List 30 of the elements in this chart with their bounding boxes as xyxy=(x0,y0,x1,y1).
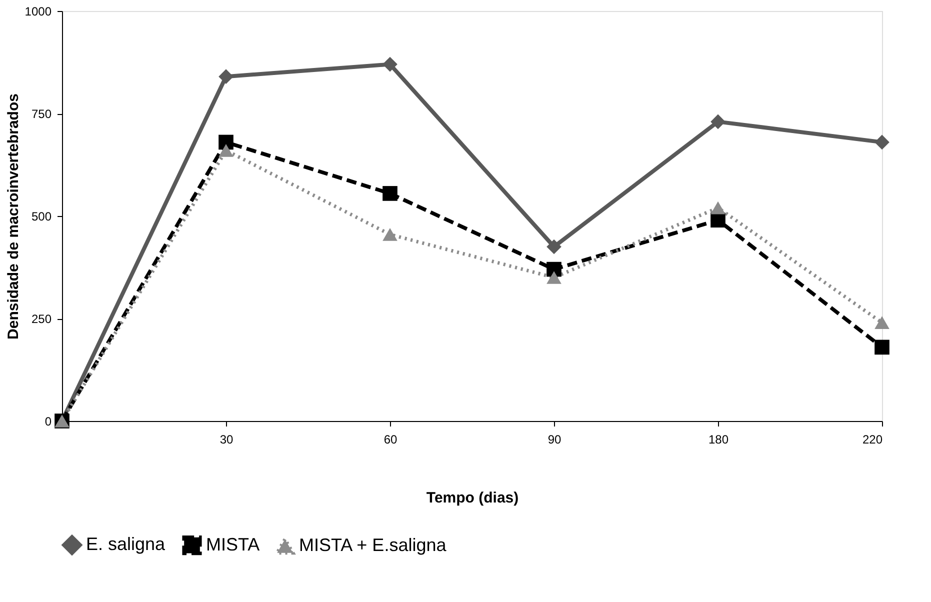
point xyxy=(874,340,890,355)
y-axis-title: Densidade de macroinvertebrados xyxy=(4,94,22,340)
y-tick-label: 1000 xyxy=(24,4,52,18)
point xyxy=(546,262,562,277)
x-tick-label: 30 xyxy=(220,432,234,446)
y-tick-label: 750 xyxy=(31,107,52,121)
point xyxy=(546,239,562,254)
y-tick-label: 0 xyxy=(44,414,52,428)
legend-label: MISTA + E.saligna xyxy=(299,535,448,556)
point xyxy=(382,56,398,72)
point xyxy=(710,201,726,214)
point xyxy=(710,212,726,228)
point xyxy=(218,144,234,157)
point xyxy=(710,114,726,130)
legend-label: MISTA xyxy=(206,534,260,554)
x-tick-label: 220 xyxy=(862,432,883,446)
point xyxy=(546,271,562,284)
point xyxy=(382,186,398,201)
legend-label: E. saligna xyxy=(86,534,166,554)
x-tick-label: 180 xyxy=(708,432,729,446)
point xyxy=(874,134,890,150)
x-axis-title: Tempo (dias) xyxy=(426,490,519,506)
point xyxy=(218,134,234,150)
y-tick-label: 500 xyxy=(31,210,52,224)
x-tick-label: 90 xyxy=(548,432,562,446)
x-tick-label: 60 xyxy=(384,432,398,446)
y-tick-label: 250 xyxy=(31,312,52,326)
point xyxy=(218,69,234,84)
point xyxy=(382,228,398,241)
point xyxy=(874,316,890,330)
